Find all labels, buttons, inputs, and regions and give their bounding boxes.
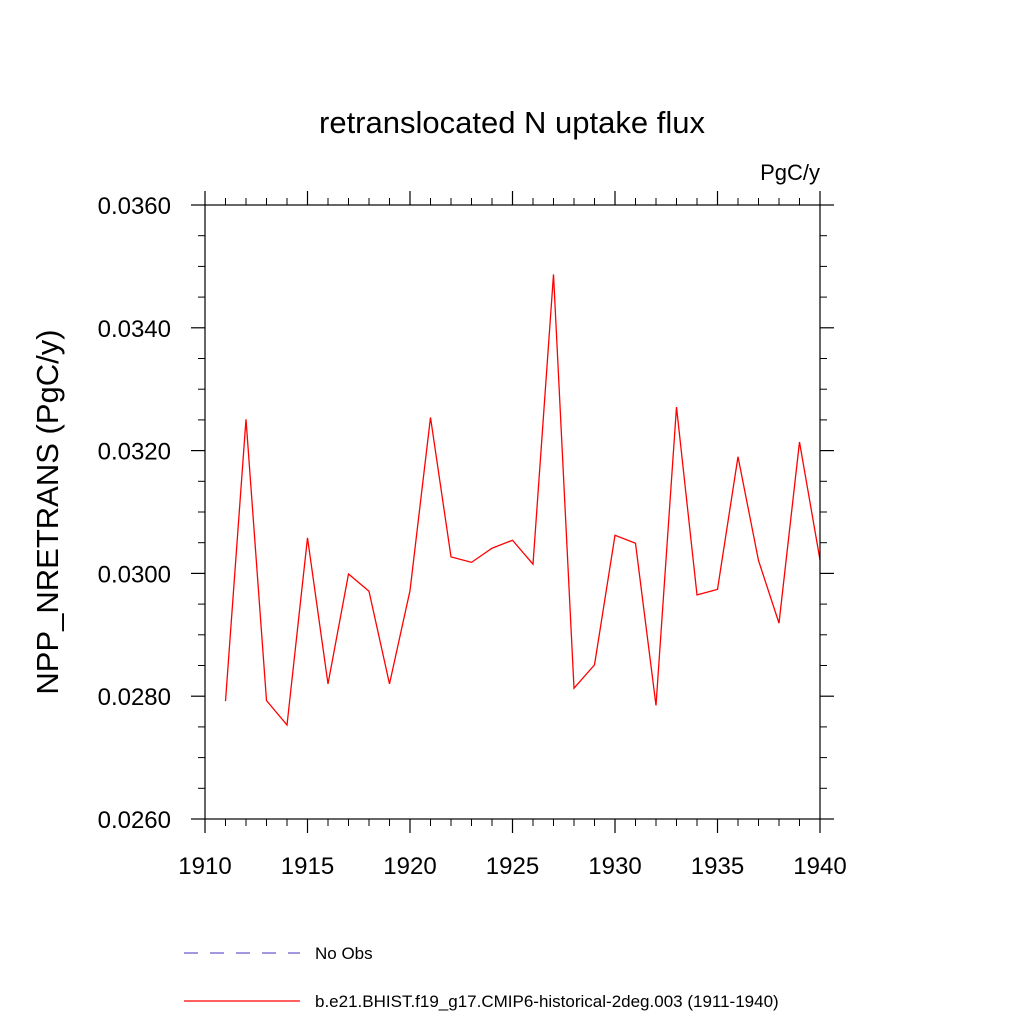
plot-frame bbox=[204, 204, 821, 820]
y-tick-label: 0.0260 bbox=[98, 807, 171, 834]
y-tick-label: 0.0280 bbox=[98, 684, 171, 711]
x-tick-label: 1925 bbox=[486, 853, 539, 880]
y-axis-label: NPP_NRETRANS (PgC/y) bbox=[30, 329, 65, 694]
x-tick-label: 1910 bbox=[178, 853, 231, 880]
axis-tick-labels: 1910 1915 1920 1925 1930 1935 1940 0.0260 0.0280… bbox=[98, 193, 847, 880]
y-tick-label: 0.0360 bbox=[98, 193, 171, 220]
series-layer bbox=[224, 274, 821, 727]
legend-label: No Obs bbox=[315, 944, 373, 963]
y-tick-label: 0.0340 bbox=[98, 316, 171, 343]
y-tick-label: 0.0320 bbox=[98, 439, 171, 466]
legend-label: b.e21.BHIST.f19_g17.CMIP6-historical-2de… bbox=[315, 992, 779, 1011]
units-label: PgC/y bbox=[760, 160, 820, 185]
series-line-1 bbox=[224, 274, 821, 727]
y-tick-label: 0.0300 bbox=[98, 561, 171, 588]
x-tick-label: 1930 bbox=[588, 853, 641, 880]
chart-title: retranslocated N uptake flux bbox=[319, 105, 705, 140]
x-tick-label: 1920 bbox=[383, 853, 436, 880]
x-tick-label: 1935 bbox=[691, 853, 744, 880]
x-tick-label: 1940 bbox=[793, 853, 846, 880]
axis-ticks bbox=[191, 191, 834, 833]
legend: No Obs b.e21.BHIST.f19_g17.CMIP6-historic… bbox=[184, 944, 779, 1011]
x-tick-label: 1915 bbox=[281, 853, 334, 880]
